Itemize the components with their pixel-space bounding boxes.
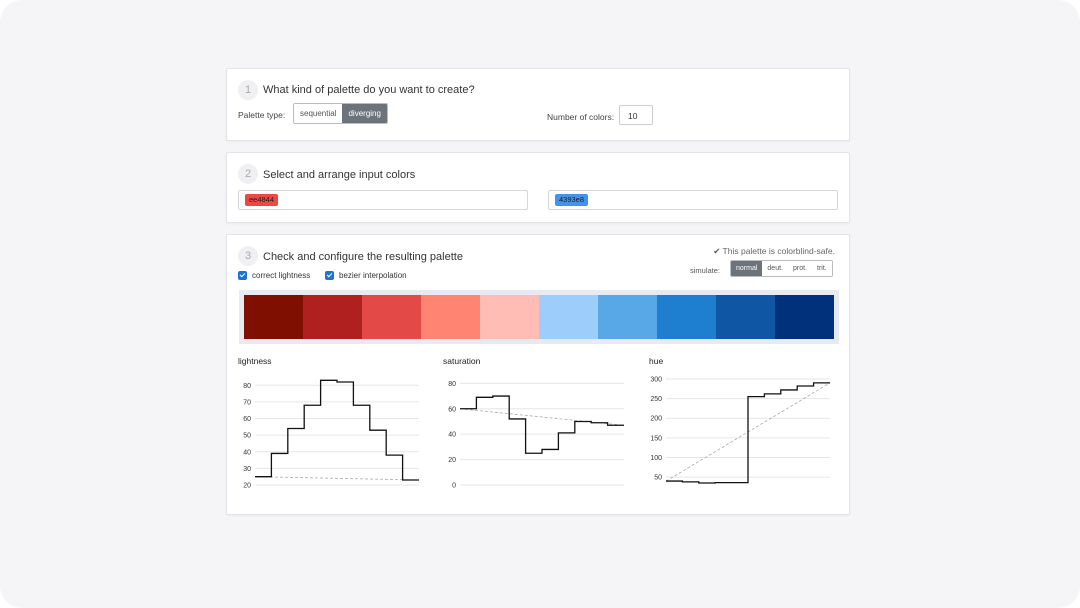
y-tick-label: 60 (448, 406, 456, 413)
step-line-series (666, 382, 830, 484)
palette-swatch (480, 295, 539, 339)
y-tick-label: 150 (650, 435, 662, 442)
correct-lightness-checkbox[interactable]: correct lightness (238, 271, 310, 280)
step3-panel: 3 Check and configure the resulting pale… (226, 234, 850, 515)
hue-chart: 50 100 150 200 250 300 (650, 376, 831, 484)
step3-number: 3 (238, 246, 258, 266)
hue-chart-title: hue (649, 356, 664, 366)
bezier-interpolation-label: bezier interpolation (339, 271, 407, 280)
left-colors-field[interactable]: ee4844 (238, 190, 528, 210)
right-colors-field[interactable]: 4393e8 (548, 190, 838, 210)
right-color-chip[interactable]: 4393e8 (555, 194, 589, 206)
left-color-chip[interactable]: ee4844 (245, 194, 279, 206)
y-tick-label: 300 (650, 376, 662, 383)
palette-type-toggle: sequential diverging (293, 103, 388, 124)
palette-preview (239, 290, 839, 344)
saturation-chart-title: saturation (443, 356, 481, 366)
y-tick-label: 50 (243, 433, 251, 440)
palette-type-label: Palette type: (238, 110, 286, 120)
y-tick-label: 50 (654, 475, 662, 482)
simulate-option-deut[interactable]: deut. (762, 261, 788, 276)
palette-swatch (657, 295, 716, 339)
simulate-option-trit[interactable]: trit. (812, 261, 832, 276)
y-tick-label: 60 (243, 416, 251, 423)
checkbox-checked-icon[interactable] (238, 271, 247, 280)
palette-type-option-diverging[interactable]: diverging (342, 104, 387, 123)
y-tick-label: 40 (243, 449, 251, 456)
lightness-chart-title: lightness (238, 356, 272, 366)
step1-number: 1 (238, 80, 258, 100)
y-tick-label: 80 (448, 381, 456, 388)
saturation-chart: 0 20 40 60 80 (448, 381, 625, 490)
step2-panel: 2 Select and arrange input colors ee4844… (226, 152, 850, 223)
y-tick-label: 20 (243, 483, 251, 490)
reference-line (254, 476, 420, 481)
step2-title: Select and arrange input colors (263, 169, 416, 181)
palette-swatch (303, 295, 362, 339)
y-tick-label: 20 (448, 457, 456, 464)
palette-swatch (716, 295, 775, 339)
y-tick-label: 0 (452, 483, 456, 490)
palette-swatch (244, 295, 303, 339)
y-tick-label: 100 (650, 455, 662, 462)
y-tick-label: 40 (448, 432, 456, 439)
simulate-option-prot[interactable]: prot. (787, 261, 812, 276)
y-tick-label: 250 (650, 396, 662, 403)
palette-swatch (775, 295, 834, 339)
step-line-series (255, 379, 419, 481)
palette-swatch (421, 295, 480, 339)
lightness-chart: 20 30 40 50 60 70 80 (243, 379, 420, 490)
simulate-option-normal[interactable]: normal (731, 261, 763, 276)
palette-swatch (362, 295, 421, 339)
palette-swatch (598, 295, 657, 339)
simulate-toggle: normal deut. prot. trit. (730, 260, 833, 277)
palette-swatch (539, 295, 598, 339)
colorblind-safe-status: ✔ This palette is colorblind-safe. (713, 246, 835, 257)
correct-lightness-label: correct lightness (252, 271, 311, 280)
bezier-interpolation-checkbox[interactable]: bezier interpolation (325, 271, 407, 280)
palette-type-option-sequential[interactable]: sequential (294, 104, 343, 123)
step1-title: What kind of palette do you want to crea… (263, 84, 475, 96)
y-tick-label: 70 (243, 399, 251, 406)
y-tick-label: 80 (243, 383, 251, 390)
checkbox-checked-icon[interactable] (325, 271, 334, 280)
y-tick-label: 30 (243, 466, 251, 473)
check-icon: ✔ (713, 246, 721, 256)
step2-number: 2 (238, 164, 258, 184)
simulate-label: simulate: (690, 266, 721, 275)
step3-title: Check and configure the resulting palett… (263, 251, 463, 263)
step-line-series (460, 395, 624, 454)
num-colors-label: Number of colors: (547, 112, 615, 122)
step1-panel: 1 What kind of palette do you want to cr… (226, 68, 850, 141)
num-colors-input[interactable]: 10 (619, 105, 653, 125)
y-tick-label: 200 (650, 416, 662, 423)
colorblind-safe-text: This palette is colorblind-safe. (722, 246, 835, 256)
